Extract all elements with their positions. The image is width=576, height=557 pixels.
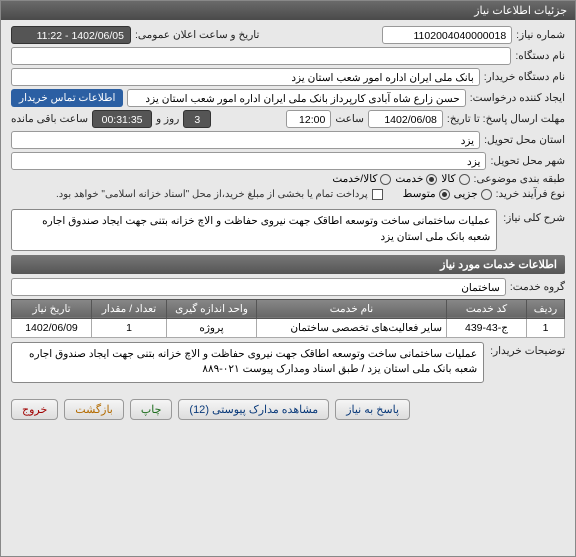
services-table: ردیف کد خدمت نام خدمت واحد اندازه گیری ت… (11, 299, 565, 338)
service-group-label: گروه خدمت: (510, 281, 565, 293)
topic-goods-label: کالا (441, 173, 455, 185)
buy-medium-label: متوسط (403, 188, 436, 200)
days-remaining-field: 3 (183, 110, 211, 128)
return-button[interactable]: بازگشت (64, 399, 124, 420)
col-row: ردیف (527, 299, 565, 318)
announce-field: 1402/06/05 - 11:22 (11, 26, 131, 44)
respond-button[interactable]: پاسخ به نیاز (335, 399, 410, 420)
buyer-notes-box: عملیات ساختمانی ساخت وتوسعه اطاقک جهت نی… (11, 342, 484, 384)
col-date: تاریخ نیاز (12, 299, 92, 318)
print-button[interactable]: چاپ (130, 399, 173, 420)
buyer-name-label: نام دستگاه خریدار: (484, 71, 565, 83)
province-field: یزد (11, 131, 480, 149)
cell-row: 1 (527, 318, 565, 337)
cell-code: ج-43-439 (447, 318, 527, 337)
creator-field: حسن زارع شاه آبادی کارپرداز بانک ملی ایر… (127, 89, 465, 107)
buy-partial-label: جزیی (454, 188, 478, 200)
exit-button[interactable]: خروج (11, 399, 58, 420)
col-code: کد خدمت (447, 299, 527, 318)
content-area: شماره نیاز: 1102004040000018 تاریخ و ساع… (1, 20, 575, 393)
deadline-time-field: 12:00 (286, 110, 331, 128)
check-icon (372, 189, 383, 200)
radio-icon (380, 174, 391, 185)
cell-date: 1402/06/09 (12, 318, 92, 337)
contact-badge[interactable]: اطلاعات تماس خریدار (11, 89, 123, 107)
announce-label: تاریخ و ساعت اعلان عمومی: (135, 29, 259, 41)
need-number-label: شماره نیاز: (516, 29, 565, 41)
remaining-label: ساعت باقی مانده (11, 113, 88, 125)
hour-label: ساعت (335, 113, 364, 125)
topic-both-label: کالا/خدمت (332, 173, 377, 185)
city-field: یزد (11, 152, 486, 170)
topic-goods-radio[interactable]: کالا (441, 173, 469, 185)
general-desc-box: عملیات ساختمانی ساخت وتوسعه اطاقک جهت نی… (11, 209, 497, 251)
topic-service-radio[interactable]: خدمت (395, 173, 437, 185)
general-desc-label: شرح کلی نیاز: (503, 209, 565, 224)
buy-type-label: نوع فرآیند خرید: (496, 188, 565, 200)
deadline-date-field: 1402/06/08 (368, 110, 443, 128)
pay-note-text: پرداخت تمام یا بخشی از مبلغ خرید،از محل … (56, 189, 368, 200)
radio-icon (439, 189, 450, 200)
radio-icon (481, 189, 492, 200)
col-name: نام خدمت (257, 299, 447, 318)
time-remaining-field: 00:31:35 (92, 110, 152, 128)
pay-note-check[interactable] (372, 189, 383, 200)
radio-icon (459, 174, 470, 185)
col-unit: واحد اندازه گیری (167, 299, 257, 318)
buyer-name-field: بانک ملی ایران اداره امور شعب استان یزد (11, 68, 480, 86)
topic-both-radio[interactable]: کالا/خدمت (332, 173, 391, 185)
table-header-row: ردیف کد خدمت نام خدمت واحد اندازه گیری ت… (12, 299, 565, 318)
buyer-notes-label: توضیحات خریدار: (490, 342, 565, 357)
buy-medium-radio[interactable]: متوسط (403, 188, 450, 200)
window: جزئیات اطلاعات نیاز شماره نیاز: 11020040… (0, 0, 576, 557)
radio-icon (426, 174, 437, 185)
window-title: جزئیات اطلاعات نیاز (1, 1, 575, 20)
city-label: شهر محل تحویل: (490, 155, 565, 167)
attachments-button[interactable]: مشاهده مدارک پیوستی (12) (178, 399, 329, 420)
province-label: استان محل تحویل: (484, 134, 565, 146)
topic-service-label: خدمت (395, 173, 423, 185)
need-number-field: 1102004040000018 (382, 26, 512, 44)
creator-label: ایجاد کننده درخواست: (470, 92, 565, 104)
org-name-label: نام دستگاه: (515, 50, 565, 62)
services-info-header: اطلاعات خدمات مورد نیاز (11, 255, 565, 274)
org-name-field (11, 47, 511, 65)
topic-label: طبقه بندی موضوعی: (474, 173, 565, 185)
cell-unit: پروژه (167, 318, 257, 337)
cell-name: سایر فعالیت‌های تخصصی ساختمان (257, 318, 447, 337)
cell-qty: 1 (92, 318, 167, 337)
deadline-label: مهلت ارسال پاسخ: تا تاریخ: (447, 113, 565, 125)
buy-partial-radio[interactable]: جزیی (454, 188, 492, 200)
day-and-label: روز و (156, 113, 179, 125)
table-row[interactable]: 1 ج-43-439 سایر فعالیت‌های تخصصی ساختمان… (12, 318, 565, 337)
footer-buttons: خروج بازگشت چاپ مشاهده مدارک پیوستی (12)… (1, 393, 575, 426)
col-qty: تعداد / مقدار (92, 299, 167, 318)
service-group-field: ساختمان (11, 278, 506, 296)
